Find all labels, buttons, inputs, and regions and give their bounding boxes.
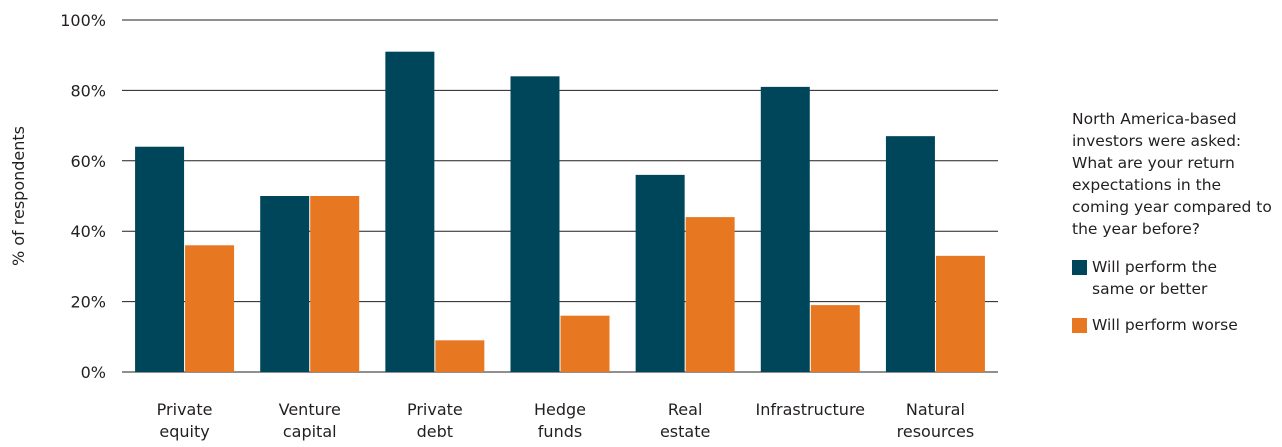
bar xyxy=(560,315,610,372)
x-tick-label: capital xyxy=(283,422,337,441)
bar xyxy=(435,340,485,372)
bar xyxy=(760,86,810,372)
bar xyxy=(260,196,310,372)
bar xyxy=(935,255,985,372)
x-tick-label: equity xyxy=(159,422,209,441)
legend-swatch-worse xyxy=(1072,318,1087,333)
y-tick-label: 80% xyxy=(70,81,106,100)
bar-chart: 0% 20% 40% 60% 80% 100% % of respondents Privat… xyxy=(9,11,998,441)
bar xyxy=(385,51,435,373)
x-tick-label: funds xyxy=(538,422,582,441)
bar xyxy=(310,196,360,372)
bar xyxy=(135,146,185,372)
x-tick-label: resources xyxy=(897,422,975,441)
y-tick-label: 60% xyxy=(70,152,106,171)
legend-label-line: Will perform the xyxy=(1092,258,1218,276)
y-tick-label: 100% xyxy=(60,11,106,30)
chart-sidebar: North America-based investors were asked… xyxy=(1072,108,1282,350)
bar xyxy=(685,217,735,372)
legend-item-worse: Will perform worse xyxy=(1072,314,1282,336)
legend: Will perform the same or better Will per… xyxy=(1072,256,1282,336)
x-tick-label: Private xyxy=(157,400,213,419)
legend-label-line: Will perform worse xyxy=(1092,316,1238,334)
survey-question-note: North America-based investors were asked… xyxy=(1072,110,1272,238)
x-tick-label: Private xyxy=(407,400,463,419)
bar xyxy=(635,174,685,372)
y-tick-label: 40% xyxy=(70,222,106,241)
legend-swatch-same-or-better xyxy=(1072,260,1087,275)
x-tick-label: estate xyxy=(660,422,710,441)
legend-item-same-or-better: Will perform the same or better xyxy=(1072,256,1282,300)
x-tick-label: Real xyxy=(668,400,703,419)
bar xyxy=(885,136,935,372)
bar xyxy=(185,245,235,372)
x-tick-label: Infrastructure xyxy=(756,400,865,419)
y-tick-label: 20% xyxy=(70,293,106,312)
bar xyxy=(810,305,860,372)
legend-label-line: same or better xyxy=(1092,280,1208,298)
x-tick-label: Venture xyxy=(279,400,341,419)
x-tick-label: debt xyxy=(417,422,453,441)
x-tick-label: Hedge xyxy=(534,400,586,419)
y-axis-label: % of respondents xyxy=(9,126,28,266)
x-tick-label: Natural xyxy=(906,400,965,419)
y-tick-label: 0% xyxy=(81,363,106,382)
bar xyxy=(510,76,560,372)
